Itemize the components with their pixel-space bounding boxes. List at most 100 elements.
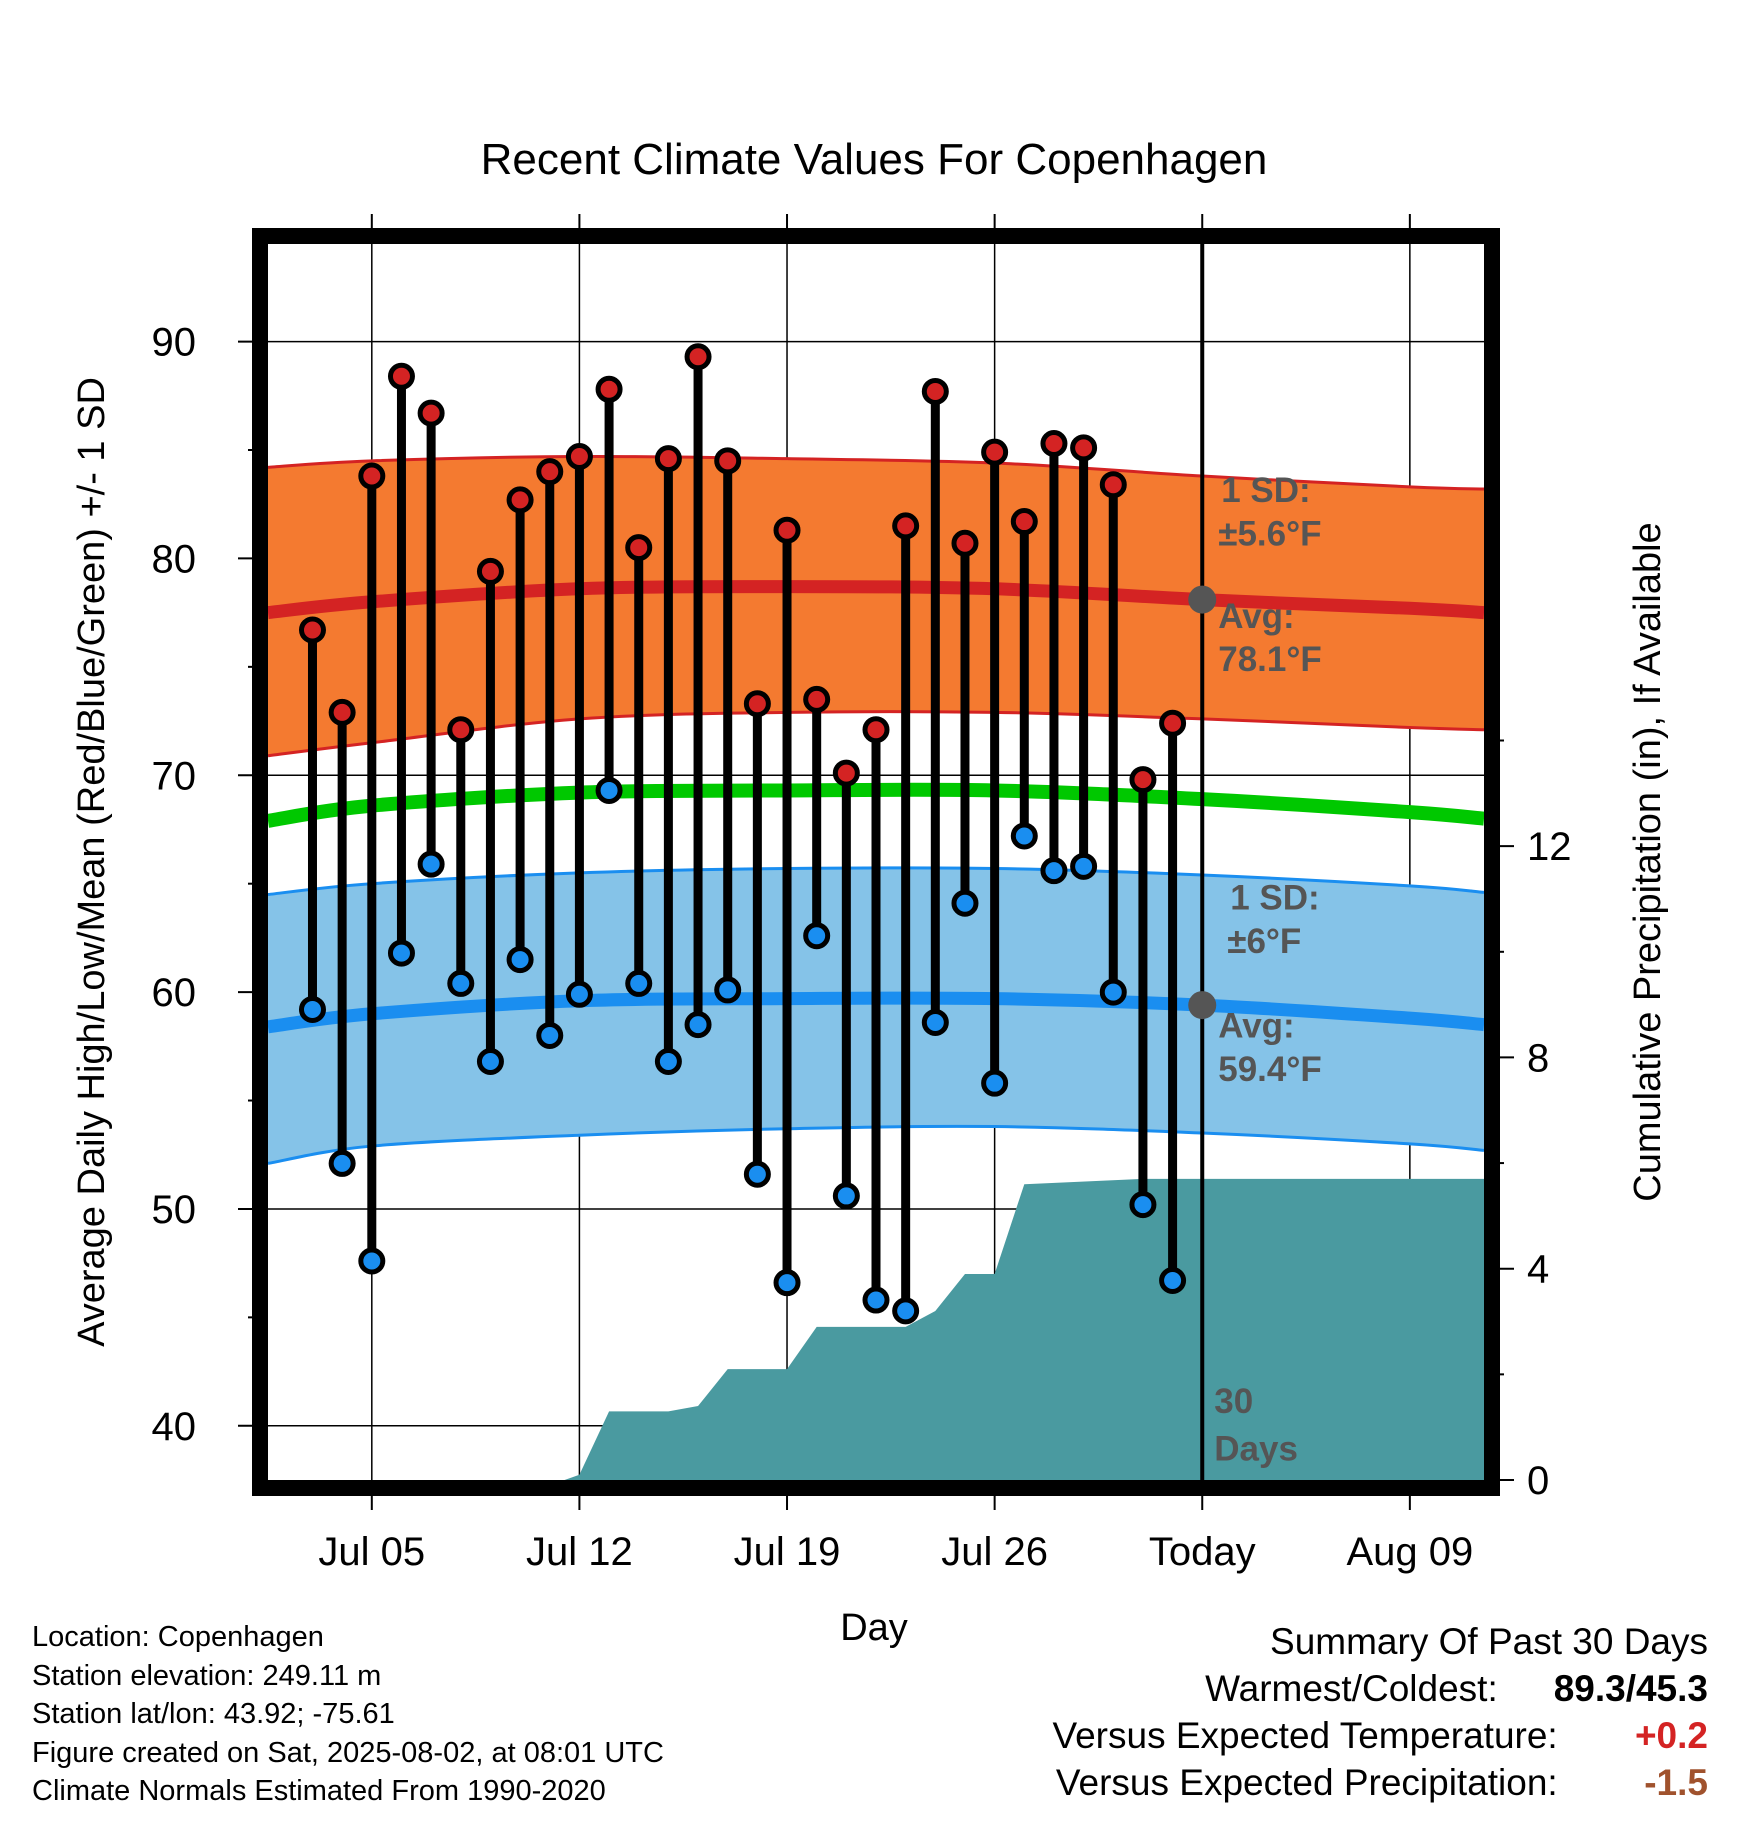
high-avg-value: 78.1°F <box>1218 640 1322 679</box>
high-point <box>328 698 356 726</box>
annotations: 1 SD: ±5.6°F Avg: 78.1°F 1 SD: ±6°F Avg: 59.4°F… <box>1214 471 1322 1468</box>
precip-days-title: 30 <box>1214 1382 1253 1421</box>
x-tick-label: Jul 05 <box>318 1530 425 1574</box>
high-point <box>981 438 1009 466</box>
low-avg-value: 59.4°F <box>1218 1050 1322 1089</box>
high-sd-band-lower-edge <box>267 710 1485 758</box>
low-point <box>447 969 475 997</box>
high-point <box>1070 434 1098 462</box>
x-axis-label: Day <box>840 1607 908 1649</box>
y-axis-label: Average Daily High/Low/Mean (Red/Blue/Gr… <box>71 377 113 1347</box>
high-point <box>743 690 771 718</box>
y-tick-label: 60 <box>152 971 197 1015</box>
low-point <box>328 1149 356 1177</box>
low-point <box>921 1008 949 1036</box>
latlon-text: Station lat/lon: 43.92; -75.61 <box>32 1698 395 1730</box>
low-point <box>298 995 326 1023</box>
y2-tick-label: 12 <box>1527 825 1572 869</box>
y-tick-label: 90 <box>152 321 197 365</box>
precip-area <box>268 1178 1484 1480</box>
low-point <box>1040 857 1068 885</box>
summary-panel: Summary Of Past 30 Days Warmest/Coldest:… <box>1052 1618 1708 1806</box>
low-point <box>536 1021 564 1049</box>
temp-value: +0.2 <box>1634 1715 1708 1756</box>
y-tick-label: 70 <box>152 754 197 798</box>
warm-cold-value: 89.3/45.3 <box>1553 1668 1708 1709</box>
high-point <box>951 529 979 557</box>
y2-tick-label: 0 <box>1527 1459 1549 1503</box>
x-tick-label: Today <box>1149 1530 1256 1574</box>
daily-bars <box>307 352 1178 1316</box>
low-sd-value: ±6°F <box>1227 922 1301 961</box>
daily-markers <box>298 343 1187 1325</box>
high-sd-title: 1 SD: <box>1221 471 1310 510</box>
high-point <box>1040 429 1068 457</box>
y-tick-label: 80 <box>152 537 197 581</box>
x-tick-label: Jul 12 <box>526 1530 633 1574</box>
high-point <box>595 375 623 403</box>
created-text: Figure created on Sat, 2025-08-02, at 08… <box>32 1736 664 1769</box>
high-point <box>684 343 712 371</box>
summary-row-temp: Versus Expected Temperature: +0.2 <box>1052 1712 1708 1759</box>
summary-row-warm-cold: Warmest/Coldest: 89.3/45.3 <box>1052 1665 1708 1712</box>
high-point <box>625 534 653 562</box>
low-point <box>506 946 534 974</box>
low-point <box>832 1182 860 1210</box>
low-point <box>625 969 653 997</box>
low-point <box>1099 978 1127 1006</box>
chart-title: Recent Climate Values For Copenhagen <box>481 135 1268 184</box>
high-point <box>447 716 475 744</box>
low-point <box>981 1069 1009 1097</box>
low-point <box>654 1047 682 1075</box>
high-point <box>773 516 801 544</box>
today-low-avg-dot <box>1188 991 1217 1020</box>
precip-value: -1.5 <box>1644 1762 1708 1803</box>
low-point <box>862 1286 890 1314</box>
precip-cumulative-area <box>268 1178 1484 1480</box>
low-point <box>417 850 445 878</box>
low-point <box>476 1047 504 1075</box>
y-tick-label: 50 <box>152 1188 197 1232</box>
low-point <box>1070 852 1098 880</box>
low-point <box>684 1011 712 1039</box>
today-high-avg-dot <box>1188 585 1217 614</box>
high-point <box>921 377 949 405</box>
low-point <box>773 1269 801 1297</box>
high-sd-band <box>268 456 1484 756</box>
low-point <box>803 922 831 950</box>
high-point <box>387 362 415 390</box>
high-sd-value: ±5.6°F <box>1218 514 1321 553</box>
precip-days-sub: Days <box>1214 1429 1298 1468</box>
high-avg-title: Avg: <box>1218 597 1294 636</box>
high-point <box>714 447 742 475</box>
x-tick-label: Jul 19 <box>734 1530 841 1574</box>
low-point <box>1010 822 1038 850</box>
high-point <box>803 685 831 713</box>
low-point <box>595 776 623 804</box>
high-point <box>862 716 890 744</box>
x-ticks: Jul 05 Jul 12 Jul 19 Jul 26 Today Aug 09 <box>318 214 1473 1574</box>
high-point <box>1010 508 1038 536</box>
high-point <box>1099 471 1127 499</box>
warm-cold-label: Warmest/Coldest: <box>1205 1668 1498 1709</box>
high-point <box>298 616 326 644</box>
plot-frame <box>252 228 1500 1496</box>
low-point <box>387 939 415 967</box>
y-ticks: 40 50 60 70 80 90 <box>152 321 260 1449</box>
y-tick-label: 40 <box>152 1405 197 1449</box>
low-avg-title: Avg: <box>1218 1007 1294 1046</box>
x-tick-label: Aug 09 <box>1346 1530 1473 1574</box>
high-point <box>565 443 593 471</box>
normals-text: Climate Normals Estimated From 1990-2020 <box>32 1775 606 1807</box>
y2-tick-label: 8 <box>1527 1036 1549 1080</box>
high-sd-band-upper-edge <box>267 454 1485 491</box>
low-point <box>951 889 979 917</box>
x-tick-label: Jul 26 <box>941 1530 1048 1574</box>
precip-label: Versus Expected Precipitation: <box>1055 1762 1558 1803</box>
elevation-text: Station elevation: 249.11 m <box>32 1659 382 1692</box>
high-point <box>536 458 564 486</box>
low-point <box>892 1297 920 1325</box>
low-point <box>358 1247 386 1275</box>
summary-row-precip: Versus Expected Precipitation: -1.5 <box>1052 1759 1708 1806</box>
